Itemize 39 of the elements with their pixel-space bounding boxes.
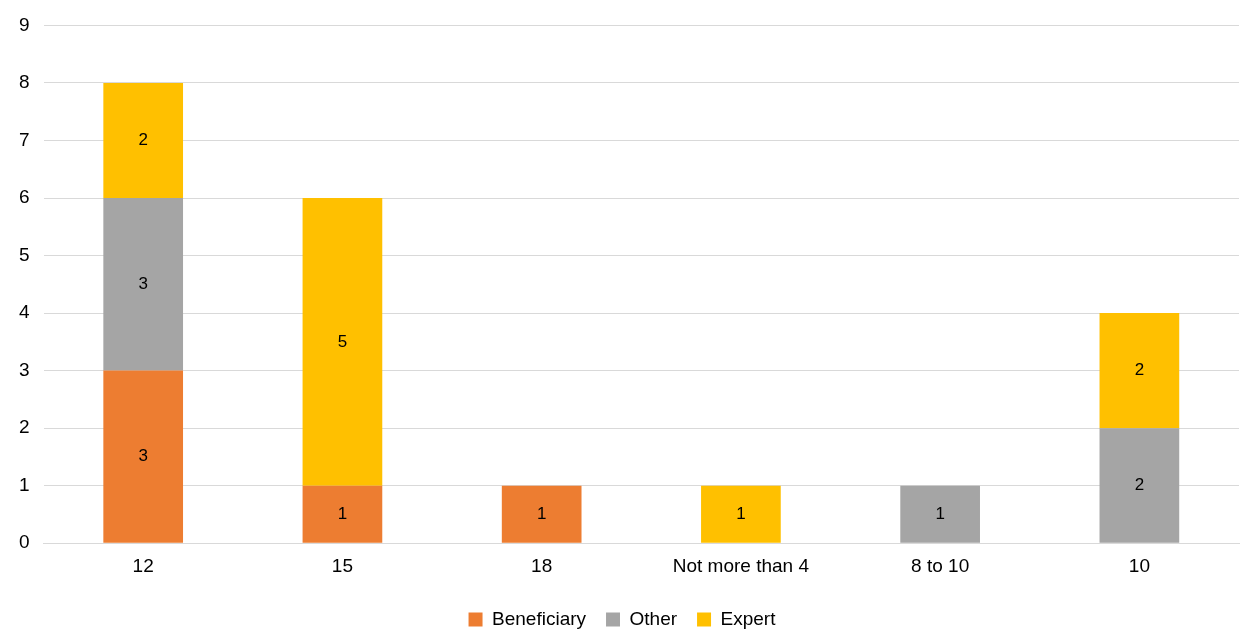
y-tick-label: 4	[18, 301, 30, 323]
data-label: 2	[138, 130, 148, 150]
data-label: 2	[1134, 475, 1145, 495]
data-label: 1	[736, 503, 746, 523]
data-label: 2	[1134, 360, 1145, 380]
bar	[1099, 428, 1180, 543]
data-label: 3	[138, 446, 148, 466]
bar	[302, 198, 383, 486]
data-label: 1	[536, 503, 547, 523]
x-tick-label: 12	[132, 554, 154, 576]
bar	[701, 485, 781, 543]
bar	[501, 485, 582, 543]
bar	[103, 198, 184, 371]
bar	[302, 485, 383, 543]
x-tick-label: 15	[331, 554, 353, 576]
y-tick-label: 5	[18, 243, 30, 265]
bar	[900, 485, 980, 543]
bar	[1099, 313, 1180, 429]
x-tick-label: 18	[531, 554, 553, 576]
bar	[103, 82, 184, 198]
legend-label: Beneficiary	[492, 607, 587, 629]
data-label: 5	[337, 331, 348, 351]
x-tick-label: 8 to 10	[911, 554, 970, 576]
x-tick-label: Not more than 4	[672, 554, 810, 576]
x-tick-label: 10	[1128, 554, 1150, 576]
bar	[103, 370, 184, 543]
y-tick-label: 1	[18, 473, 30, 495]
legend-label: Expert	[720, 607, 777, 629]
y-tick-label: 9	[18, 13, 30, 35]
data-label: 1	[337, 503, 348, 523]
data-label: 3	[138, 273, 148, 293]
y-tick-label: 3	[18, 358, 30, 380]
y-tick-label: 8	[18, 71, 30, 93]
y-tick-label: 7	[18, 128, 30, 150]
y-tick-label: 0	[18, 531, 30, 553]
data-label: 1	[935, 503, 945, 523]
y-tick-label: 6	[18, 186, 30, 208]
y-tick-label: 2	[18, 416, 30, 438]
legend-label: Other	[629, 607, 678, 629]
